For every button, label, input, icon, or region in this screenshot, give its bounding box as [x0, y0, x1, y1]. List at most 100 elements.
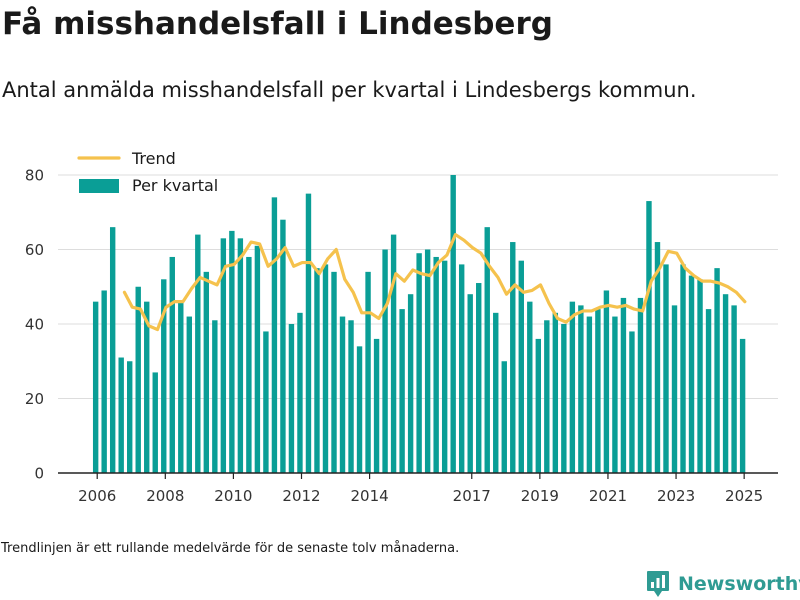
bar [390, 234, 397, 473]
bar [731, 305, 737, 474]
bar [263, 331, 269, 473]
legend-bar-label: Per kvartal [132, 176, 218, 195]
bar [331, 271, 337, 473]
bar [493, 312, 499, 473]
bar [178, 301, 184, 473]
bar [322, 264, 329, 473]
bar [314, 268, 320, 474]
bar [101, 290, 107, 473]
bar [186, 316, 192, 473]
bar [246, 256, 252, 473]
x-tick-label: 2014 [351, 487, 389, 505]
bar [212, 320, 218, 473]
bar [629, 331, 635, 473]
x-tick-label: 2012 [282, 487, 320, 505]
y-tick-labels: 0 20 40 60 80 [25, 167, 44, 483]
bar [348, 320, 354, 473]
x-tick-label: 2021 [589, 487, 627, 505]
bar [476, 283, 482, 473]
bar [203, 271, 210, 473]
y-tick-label: 80 [25, 167, 44, 185]
bar [620, 297, 627, 473]
brand-name: Newsworthy [678, 573, 800, 595]
bar [280, 219, 286, 473]
brand-logo: Newsworthy [646, 570, 800, 598]
bar [705, 309, 712, 473]
bar [722, 294, 729, 473]
bar [382, 249, 388, 473]
bar [416, 253, 422, 473]
bar [671, 305, 678, 474]
bar [356, 346, 363, 473]
newsworthy-logo-icon [647, 571, 669, 597]
bar [527, 301, 533, 473]
bar [229, 230, 235, 474]
x-tick-label: 2008 [146, 487, 184, 505]
bar [680, 264, 686, 473]
bar [646, 201, 652, 473]
trend-line [122, 233, 747, 332]
bar [237, 238, 244, 473]
bar [637, 297, 644, 473]
legend-bar-swatch [79, 179, 119, 193]
bar [441, 260, 448, 473]
legend-trend-label: Trend [131, 149, 176, 168]
bar [424, 249, 431, 473]
y-tick-label: 0 [34, 465, 44, 483]
bar [586, 316, 593, 473]
bar [501, 361, 507, 473]
y-tick-label: 60 [25, 241, 44, 259]
bar [697, 279, 703, 473]
x-tick-label: 2017 [453, 487, 491, 505]
chart-subtitle: Antal anmälda misshandelsfall per kvarta… [2, 78, 697, 102]
y-tick-label: 40 [25, 316, 44, 334]
x-tick-label: 2010 [214, 487, 252, 505]
bars [92, 175, 746, 474]
bar [195, 234, 201, 473]
bar [450, 175, 456, 473]
bar [127, 361, 133, 473]
bar [297, 312, 303, 473]
x-tick-labels: 2006 2008 2010 2012 2014 2017 2019 2021 2023 2025 [78, 473, 763, 505]
bar [535, 338, 542, 473]
bar [271, 197, 278, 473]
bar [288, 324, 295, 473]
bar [688, 275, 695, 473]
bar [561, 324, 567, 473]
x-tick-label: 2023 [657, 487, 695, 505]
bar [433, 256, 439, 473]
bar [92, 301, 99, 473]
bar [467, 294, 473, 473]
bar [220, 238, 227, 473]
bar [407, 294, 414, 473]
bar [254, 245, 261, 473]
bar [595, 309, 601, 473]
bar [510, 242, 516, 473]
bar [612, 316, 618, 473]
bar [663, 264, 669, 473]
bar [365, 271, 371, 473]
bar [544, 320, 550, 473]
x-tick-label: 2006 [78, 487, 116, 505]
bar [399, 309, 405, 473]
bar [152, 372, 158, 473]
bar [373, 338, 380, 473]
bar [458, 264, 465, 473]
bar [484, 227, 490, 473]
y-tick-label: 20 [25, 390, 44, 408]
bar [739, 338, 746, 473]
bar [144, 301, 150, 473]
bar [714, 268, 720, 474]
bar [518, 260, 524, 473]
footnote: Trendlinjen är ett rullande medelvärde f… [1, 541, 460, 556]
bar [654, 242, 661, 473]
bar [109, 227, 116, 473]
x-tick-label: 2025 [725, 487, 763, 505]
bar [118, 357, 124, 473]
legend: Trend Per kvartal [77, 149, 218, 195]
bar [339, 316, 346, 473]
chart-title: Få misshandelsfall i Lindesberg [2, 6, 553, 42]
bar [603, 290, 610, 473]
x-tick-label: 2019 [521, 487, 559, 505]
